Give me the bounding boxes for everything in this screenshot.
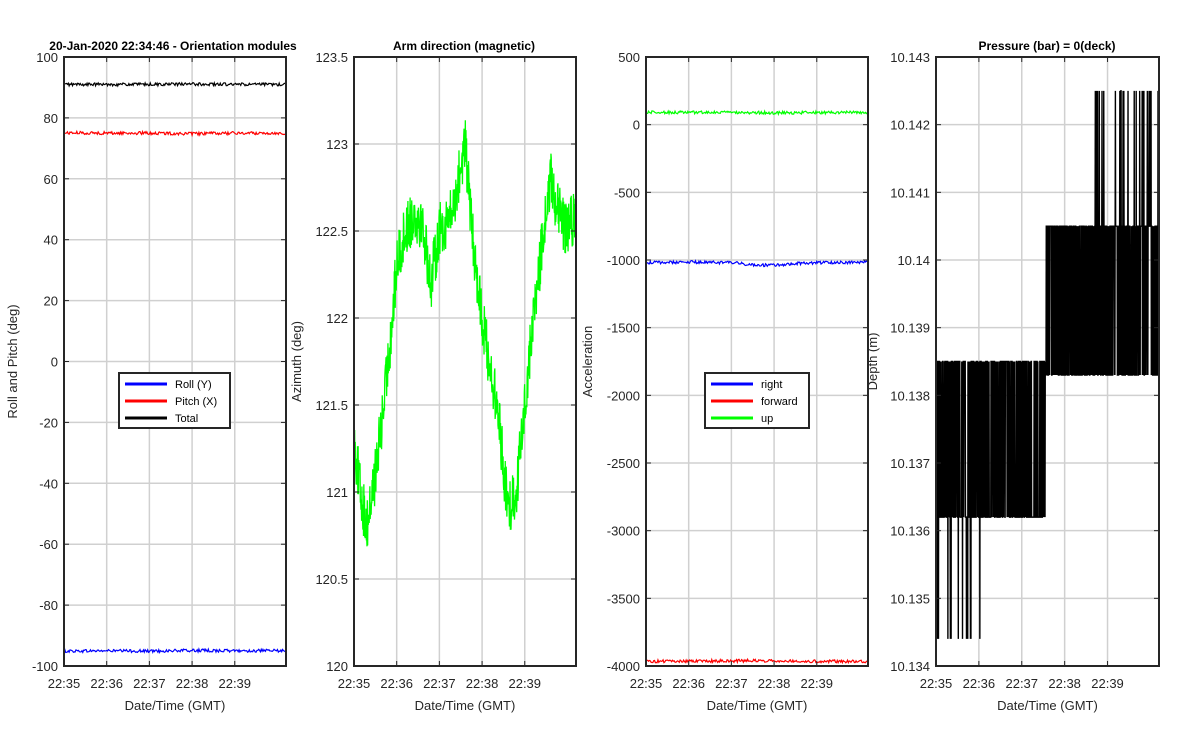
y-tick-label: -40 bbox=[39, 476, 58, 491]
y-axis-label: Depth (m) bbox=[865, 333, 880, 391]
series-line-up bbox=[646, 109, 868, 117]
x-tick-label: 22:38 bbox=[466, 676, 499, 691]
y-tick-label: -20 bbox=[39, 415, 58, 430]
legend-entry: right bbox=[761, 379, 782, 391]
y-tick-label: 60 bbox=[44, 172, 58, 187]
series-line bbox=[354, 120, 576, 547]
x-axis-label: Date/Time (GMT) bbox=[415, 698, 516, 713]
legend-entry: Pitch (X) bbox=[175, 396, 217, 408]
series-line bbox=[936, 90, 1159, 639]
x-tick-label: 22:37 bbox=[715, 676, 748, 691]
series-group bbox=[354, 120, 576, 547]
x-tick-label: 22:37 bbox=[423, 676, 456, 691]
series-line-pitch-x bbox=[64, 129, 286, 138]
x-tick-label: 22:35 bbox=[338, 676, 371, 691]
y-tick-label: -4000 bbox=[607, 659, 640, 674]
x-tick-label: 22:38 bbox=[1048, 676, 1081, 691]
legend-entry: forward bbox=[761, 396, 798, 408]
x-tick-label: 22:39 bbox=[218, 676, 251, 691]
y-axis-label: Azimuth (deg) bbox=[289, 321, 304, 402]
x-tick-label: 22:36 bbox=[672, 676, 705, 691]
x-tick-label: 22:39 bbox=[508, 676, 541, 691]
x-axis-label: Date/Time (GMT) bbox=[707, 698, 808, 713]
y-tick-label: -2000 bbox=[607, 388, 640, 403]
series-line-forward bbox=[646, 657, 868, 665]
x-tick-label: 22:35 bbox=[630, 676, 663, 691]
series-group bbox=[64, 80, 286, 655]
y-tick-label: 40 bbox=[44, 233, 58, 248]
y-axis-label: Roll and Pitch (deg) bbox=[5, 304, 20, 418]
legend: right forward up bbox=[704, 372, 810, 429]
y-tick-label: 120 bbox=[326, 659, 348, 674]
series-group bbox=[646, 109, 868, 665]
x-tick-label: 22:36 bbox=[380, 676, 413, 691]
plot-area bbox=[646, 57, 868, 666]
y-tick-label: -3000 bbox=[607, 524, 640, 539]
x-tick-label: 22:35 bbox=[48, 676, 81, 691]
legend: Roll (Y) Pitch (X) Total bbox=[118, 372, 231, 429]
x-tick-label: 22:39 bbox=[800, 676, 833, 691]
y-tick-label: 10.141 bbox=[890, 185, 930, 200]
series-line-right bbox=[646, 259, 868, 268]
y-tick-label: 0 bbox=[633, 118, 640, 133]
y-tick-label: -1500 bbox=[607, 321, 640, 336]
x-tick-label: 22:36 bbox=[90, 676, 123, 691]
y-tick-label: -80 bbox=[39, 598, 58, 613]
chart-title: Arm direction (magnetic) bbox=[393, 39, 535, 53]
y-tick-label: -2500 bbox=[607, 456, 640, 471]
series-line-total bbox=[64, 80, 286, 88]
y-tick-label: -1000 bbox=[607, 253, 640, 268]
x-tick-label: 22:36 bbox=[963, 676, 996, 691]
y-tick-label: -3500 bbox=[607, 591, 640, 606]
chart-title: Pressure (bar) = 0(deck) bbox=[978, 39, 1115, 53]
y-tick-label: 20 bbox=[44, 294, 58, 309]
chart-panel-3: 22:35 22:36 22:37 22:38 22:39 -4000 -3500 -3000… bbox=[580, 50, 869, 713]
y-tick-label: 10.139 bbox=[890, 321, 930, 336]
chart-panel-1: 22:35 22:36 22:37 22:38 22:39 -100 -80 -60 -40 -2… bbox=[5, 39, 297, 713]
y-tick-label: 10.135 bbox=[890, 591, 930, 606]
y-tick-label: 122.5 bbox=[315, 224, 348, 239]
axes-frame bbox=[645, 56, 869, 667]
x-tick-label: 22:38 bbox=[176, 676, 209, 691]
y-tick-label: 122 bbox=[326, 311, 348, 326]
y-tick-label: 80 bbox=[44, 111, 58, 126]
chart-panel-2: 22:35 22:36 22:37 22:38 22:39 120 120.5 121 121.… bbox=[289, 39, 577, 713]
y-tick-label: -100 bbox=[32, 659, 58, 674]
y-tick-label: 121.5 bbox=[315, 398, 348, 413]
y-tick-label: 10.14 bbox=[897, 253, 930, 268]
y-tick-label: -500 bbox=[614, 185, 640, 200]
y-tick-label: 10.136 bbox=[890, 524, 930, 539]
y-tick-label: 123.5 bbox=[315, 50, 348, 65]
y-axis-label: Acceleration bbox=[580, 326, 595, 398]
y-tick-label: 120.5 bbox=[315, 572, 348, 587]
legend-entry: Roll (Y) bbox=[175, 379, 212, 391]
legend-entry: up bbox=[761, 413, 773, 425]
x-tick-label: 22:37 bbox=[133, 676, 166, 691]
y-tick-label: 10.134 bbox=[890, 659, 930, 674]
axes-frame bbox=[353, 56, 577, 667]
y-tick-label: 10.137 bbox=[890, 456, 930, 471]
chart-title: 20-Jan-2020 22:34:46 - Orientation modul… bbox=[49, 39, 297, 53]
series-group bbox=[936, 90, 1159, 639]
axes-frame bbox=[935, 56, 1160, 667]
y-tick-label: 121 bbox=[326, 485, 348, 500]
y-tick-label: 10.138 bbox=[890, 388, 930, 403]
x-tick-label: 22:39 bbox=[1091, 676, 1124, 691]
y-tick-label: 10.142 bbox=[890, 118, 930, 133]
x-tick-label: 22:35 bbox=[920, 676, 953, 691]
chart-panel-4: 22:35 22:36 22:37 22:38 22:39 10.134 10.135 10.… bbox=[865, 39, 1160, 713]
legend-entry: Total bbox=[175, 413, 198, 425]
x-axis-label: Date/Time (GMT) bbox=[997, 698, 1098, 713]
y-tick-label: 100 bbox=[36, 50, 58, 65]
y-tick-label: 500 bbox=[618, 50, 640, 65]
y-tick-label: 123 bbox=[326, 137, 348, 152]
x-axis-label: Date/Time (GMT) bbox=[125, 698, 226, 713]
y-tick-label: 0 bbox=[51, 355, 58, 370]
y-tick-label: 10.143 bbox=[890, 50, 930, 65]
x-tick-label: 22:37 bbox=[1005, 676, 1038, 691]
x-tick-label: 22:38 bbox=[758, 676, 791, 691]
series-line-roll-y bbox=[64, 647, 286, 655]
y-tick-label: -60 bbox=[39, 537, 58, 552]
